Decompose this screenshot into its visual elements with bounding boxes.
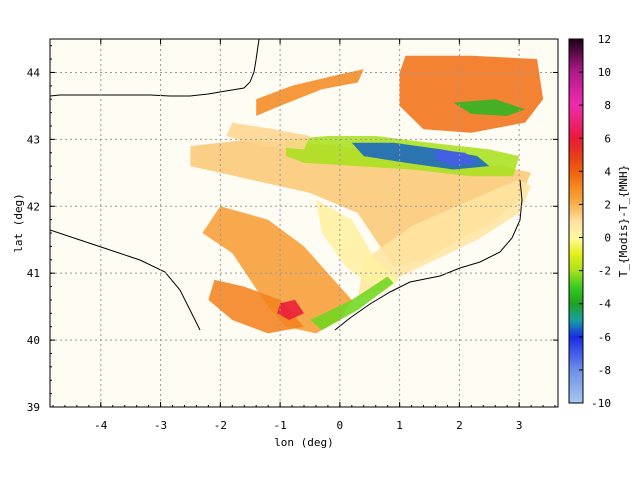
y-tick-label: 43 (27, 133, 40, 146)
x-tick-label: 3 (516, 419, 523, 432)
region-central-plateau-yellow (316, 199, 400, 294)
x-tick-label: 0 (337, 419, 344, 432)
region-coastal-catalonia (357, 179, 532, 300)
region-pyrenees-cold-spots (435, 149, 478, 167)
heatmap-layer (190, 55, 544, 334)
colorbar-ticks: 12 10 8 6 4 2 0 -2 -4 -6 -8 -10 (579, 33, 611, 410)
y-axis-ticks: 39 40 41 42 43 44 (27, 45, 558, 414)
region-hot-spot-teruel (277, 299, 304, 320)
y-tick-label: 39 (27, 401, 40, 414)
x-axis-label: lon (deg) (274, 436, 334, 449)
region-camargue-green (453, 99, 526, 116)
colorbar-tick-label: -6 (598, 331, 611, 344)
region-bay-of-biscay-band (256, 69, 364, 116)
colorbar-tick-label: 12 (598, 33, 611, 46)
north-coastline (50, 39, 260, 97)
region-cantabrian-edge (226, 122, 310, 150)
x-tick-label: -3 (154, 419, 167, 432)
x-tick-label: 2 (456, 419, 463, 432)
colorbar-tick-label: 4 (604, 165, 611, 178)
east-coastline (334, 179, 523, 331)
colorbar-tick-label: 8 (604, 99, 611, 112)
colorbar (568, 38, 584, 404)
west-contour (50, 229, 201, 331)
x-tick-label: 1 (396, 419, 403, 432)
colorbar-tick-label: 0 (604, 232, 611, 245)
colorbar-tick-label: -10 (591, 397, 611, 410)
y-tick-label: 42 (27, 200, 40, 213)
region-gulf-of-lion-warm (399, 55, 544, 133)
colorbar-tick-label: -2 (598, 265, 611, 278)
colorbar-tick-label: -8 (598, 364, 611, 377)
y-tick-label: 41 (27, 267, 40, 280)
y-axis-label: lat (deg) (12, 193, 25, 253)
colorbar-tick-label: 6 (604, 132, 611, 145)
colorbar-tick-label: 10 (598, 66, 611, 79)
x-tick-label: -2 (214, 419, 227, 432)
colorbar-label: T_{Modis}-T_{MNH} (617, 165, 630, 278)
x-tick-label: -4 (94, 419, 108, 432)
x-axis-ticks: -4 -3 -2 -1 0 1 2 3 (52, 39, 556, 432)
region-iberian-range (202, 206, 352, 334)
coastline-layer (50, 39, 523, 331)
grid-layer (50, 39, 558, 408)
colorbar-tick-label: 2 (604, 198, 611, 211)
y-tick-label: 44 (27, 66, 41, 79)
y-tick-label: 40 (27, 334, 40, 347)
x-tick-label: -1 (273, 419, 286, 432)
region-green-streaks-south (310, 276, 394, 331)
colorbar-tick-label: -4 (598, 298, 612, 311)
